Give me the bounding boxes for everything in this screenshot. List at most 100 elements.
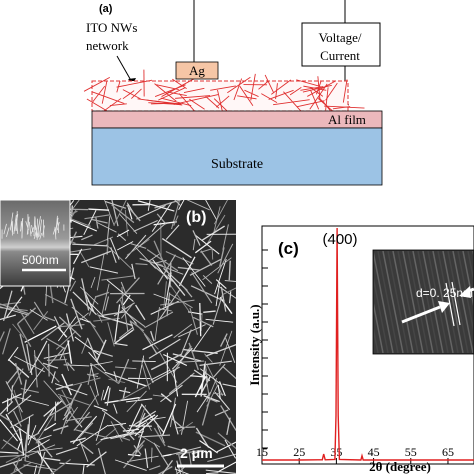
sem-fiber: [133, 220, 158, 232]
sem-fiber: [186, 200, 210, 211]
sem-fiber: [122, 387, 127, 399]
sem-fiber: [120, 281, 127, 295]
sem-fiber: [163, 281, 167, 308]
sem-fiber: [55, 446, 78, 456]
x-ticks: 15 25 35 45 55 65: [256, 445, 454, 464]
sem-fiber: [183, 286, 193, 298]
x-tick-label: 25: [293, 445, 305, 459]
sem-fiber: [14, 355, 45, 373]
sem-fiber: [203, 310, 216, 314]
sem-fiber: [96, 312, 103, 323]
sem-fiber: [33, 311, 49, 331]
nanowire-stroke: [283, 91, 302, 113]
sem-fiber: [205, 200, 218, 221]
sem-inset-wire: [21, 218, 23, 238]
sem-fiber: [33, 301, 45, 318]
sem-fiber: [57, 393, 90, 406]
sem-fiber: [140, 403, 165, 434]
hrtem-fringe: [407, 251, 429, 353]
sem-fiber: [89, 266, 119, 274]
nanowire-stroke: [250, 73, 256, 101]
sem-fiber: [153, 427, 166, 447]
sem-fiber: [44, 457, 61, 462]
sem-fiber: [7, 394, 32, 415]
sem-fiber: [63, 355, 69, 371]
sem-fiber: [168, 283, 190, 312]
sem-fiber: [214, 259, 227, 295]
sem-fiber: [174, 200, 181, 206]
sem-fiber: [160, 384, 183, 403]
sem-scale-label: 2 μm: [180, 445, 213, 461]
sem-fiber: [133, 444, 142, 455]
sem-fiber: [83, 209, 97, 236]
peak-400-label: (400): [322, 231, 357, 248]
sem-fiber: [171, 417, 185, 430]
sem-fiber: [24, 426, 30, 462]
sem-fiber: [5, 453, 24, 464]
sem-fiber: [202, 274, 213, 285]
sem-fiber: [138, 434, 171, 438]
sem-fiber: [0, 331, 5, 343]
sem-fiber: [161, 403, 177, 436]
sem-fiber: [33, 355, 60, 383]
sem-fiber: [215, 279, 227, 289]
sem-fiber: [218, 461, 236, 472]
sem-fiber: [143, 333, 158, 355]
nanowire-stroke: [92, 91, 125, 104]
sem-fiber: [212, 392, 224, 396]
sem-fiber: [79, 442, 94, 455]
nanowire-stroke: [154, 84, 186, 97]
nanowire-stroke: [303, 85, 327, 91]
hrtem-fringe: [382, 251, 404, 353]
sem-fiber: [205, 343, 236, 357]
sem-fiber: [2, 290, 13, 322]
sem-fiber: [126, 390, 147, 413]
hrtem-fringe: [417, 251, 439, 353]
sem-fiber: [189, 258, 222, 276]
sem-fiber: [130, 320, 145, 332]
nanowire-stroke: [183, 87, 205, 94]
hrtem-fringe: [462, 251, 473, 306]
nanowire-stroke: [189, 98, 205, 110]
panel-b-tag: (b): [186, 209, 206, 226]
sem-inset-wire: [55, 215, 58, 235]
sem-fiber: [150, 353, 182, 371]
sem-fiber: [27, 416, 31, 440]
hrtem-fringe: [422, 251, 444, 353]
sem-fiber: [132, 440, 146, 455]
sem-fiber: [43, 380, 66, 405]
nanowire-stroke: [237, 95, 257, 100]
hrtem-arrowhead-left: [438, 301, 450, 313]
sem-fiber: [72, 415, 98, 445]
sem-fiber: [161, 453, 172, 458]
sem-fiber: [156, 213, 167, 225]
nanowire-stroke: [268, 89, 294, 100]
sem-fiber: [40, 322, 65, 341]
nanowire-stroke: [172, 78, 187, 90]
sem-fiber: [214, 409, 229, 417]
sem-fiber: [13, 410, 22, 427]
sem-fiber: [61, 389, 75, 414]
sem-fiber: [167, 445, 190, 454]
sem-fiber: [95, 412, 106, 441]
sem-fiber: [163, 353, 188, 366]
sem-fiber: [89, 385, 99, 406]
sem-fiber: [0, 413, 13, 423]
sem-fiber: [122, 294, 131, 306]
sem-fiber: [157, 425, 165, 444]
sem-fiber: [134, 414, 159, 437]
sem-fiber: [82, 464, 85, 474]
sem-fiber: [178, 421, 194, 432]
sem-fiber: [95, 216, 99, 229]
sem-fiber: [135, 414, 156, 428]
sem-fiber: [147, 253, 160, 263]
sem-fiber: [55, 330, 77, 350]
sem-fiber: [16, 323, 32, 348]
sem-fiber: [142, 357, 154, 384]
panel-c: (c) 15 25 35 45 55 65 Intensity (a.u.) 2θ (de…: [247, 225, 474, 474]
nanowire-stroke: [217, 89, 224, 114]
sem-fiber: [220, 286, 227, 312]
sem-fiber: [222, 224, 229, 250]
sem-fiber: [37, 451, 46, 474]
